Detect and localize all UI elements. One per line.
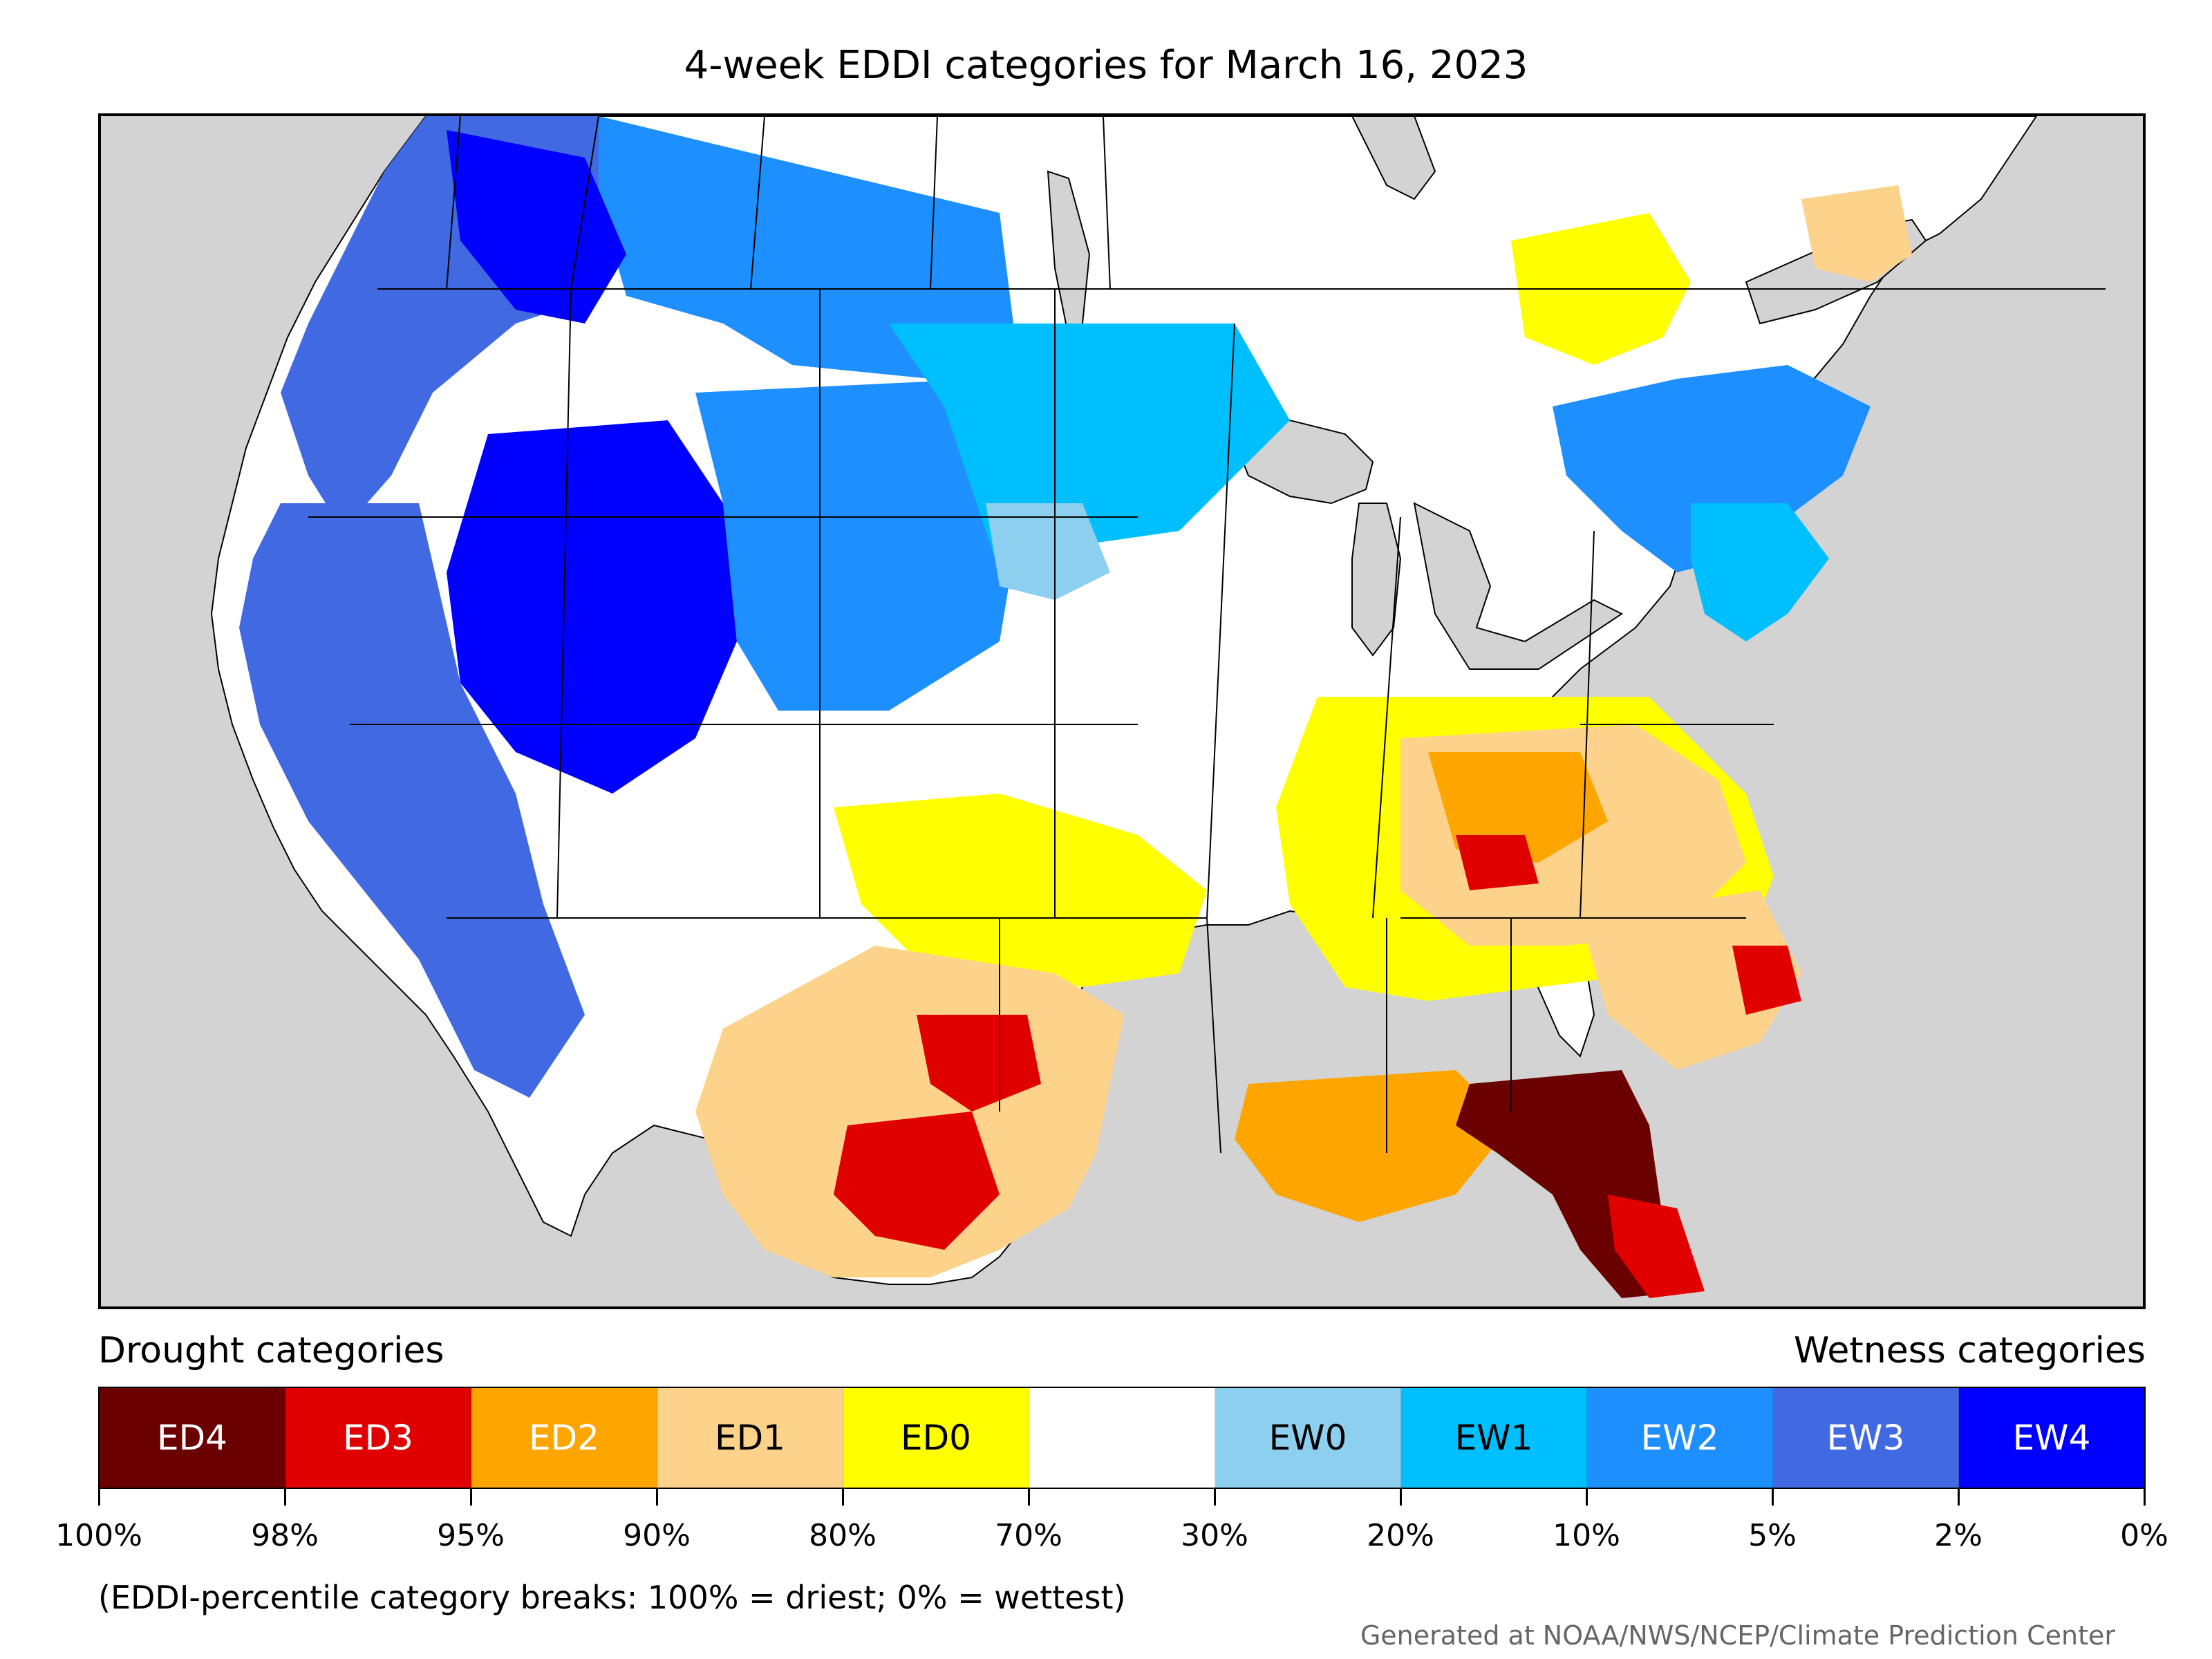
region-ed3-west-texas [917, 1015, 1041, 1112]
lake-michigan [1351, 503, 1402, 657]
legend-tick-label: 100% [55, 1518, 142, 1553]
legend-category-ed4: ED4 [100, 1388, 285, 1488]
legend-tick-label: 80% [809, 1518, 877, 1553]
legend-tick [1400, 1489, 1402, 1506]
legend-category-ed2: ED2 [471, 1388, 657, 1488]
region-ed2-gulf-coast [1235, 1070, 1511, 1222]
legend-tick [470, 1489, 472, 1506]
legend-category-normal [1029, 1388, 1215, 1488]
region-ew4-canada-bc [447, 130, 626, 324]
map-title: 4-week EDDI categories for March 16, 202… [684, 43, 1528, 88]
region-ew2-quebec [1553, 365, 1871, 572]
drought-categories-heading: Drought categories [98, 1330, 444, 1371]
region-ew3-california [239, 503, 585, 1098]
legend-tick [1586, 1489, 1588, 1506]
legend-tick [656, 1489, 658, 1506]
legend-tick-label: 95% [437, 1518, 505, 1553]
lake-huron-erie [1413, 502, 1623, 670]
region-ew1-northeast [1691, 503, 1829, 641]
region-ew2-rockies [695, 379, 1027, 711]
legend-category-ew4: EW4 [1959, 1388, 2144, 1488]
percentile-note: (EDDI-percentile category breaks: 100% =… [98, 1579, 1126, 1616]
category-legend: ED4 ED3 ED2 ED1 ED0 EW0 EW1 EW2 EW3 EW4 [98, 1387, 2146, 1489]
legend-category-ed1: ED1 [657, 1388, 843, 1488]
legend-tick [1772, 1489, 1774, 1506]
legend-tick-label: 20% [1367, 1518, 1434, 1553]
region-ew2-canada-west [599, 116, 1013, 379]
region-ed3-florida [1608, 1194, 1705, 1298]
legend-tick-label: 70% [995, 1518, 1062, 1553]
region-ed3-nc-coast [1732, 946, 1801, 1015]
legend-category-ew3: EW3 [1773, 1388, 1959, 1488]
legend-tick-label: 98% [251, 1518, 319, 1553]
legend-category-ew1: EW1 [1401, 1388, 1587, 1488]
legend-tick-label: 90% [623, 1518, 691, 1553]
legend-category-ed0: ED0 [843, 1388, 1029, 1488]
legend-tick-label: 5% [1748, 1518, 1797, 1553]
hudson-bay [1351, 116, 1436, 200]
legend-category-ew2: EW2 [1587, 1388, 1773, 1488]
region-ed3-kentucky [1456, 835, 1539, 890]
legend-category-ew0: EW0 [1215, 1388, 1401, 1488]
legend-tick [1028, 1489, 1030, 1506]
region-ed1-carolinas [1580, 890, 1801, 1070]
legend-category-ed3: ED3 [285, 1388, 471, 1488]
legend-tick [1214, 1489, 1216, 1506]
region-ew0-patches [986, 503, 1110, 600]
map-panel [98, 113, 2146, 1309]
region-ew4-great-basin [447, 420, 737, 794]
region-ed1-quebec [1801, 185, 1912, 282]
legend-ticks [98, 1489, 2146, 1507]
legend-tick [1958, 1489, 1960, 1506]
region-ed0-south-central [834, 794, 1207, 987]
legend-tick-label: 30% [1181, 1518, 1248, 1553]
legend-tick [2144, 1489, 2146, 1506]
wetness-categories-heading: Wetness categories [1794, 1330, 2146, 1371]
eddi-map [210, 116, 2106, 1298]
credit-text: Generated at NOAA/NWS/NCEP/Climate Predi… [1360, 1620, 2115, 1651]
legend-tick-label: 0% [2120, 1518, 2168, 1553]
legend-tick [98, 1489, 100, 1506]
political-borders [308, 116, 2106, 1154]
legend-tick [842, 1489, 844, 1506]
region-ed3-south-texas [834, 1112, 1000, 1250]
legend-tick-label: 10% [1553, 1518, 1620, 1553]
legend-tick [284, 1489, 286, 1506]
legend-tick-label: 2% [1934, 1518, 1983, 1553]
